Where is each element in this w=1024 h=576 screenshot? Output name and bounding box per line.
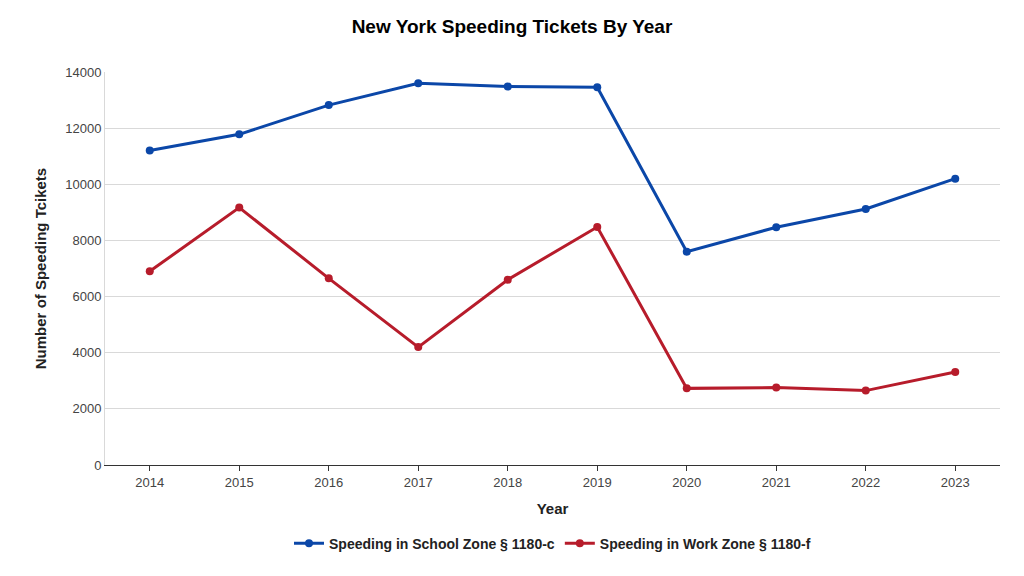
svg-text:2000: 2000 <box>72 401 101 416</box>
svg-text:6000: 6000 <box>72 289 101 304</box>
svg-text:2017: 2017 <box>404 475 433 490</box>
svg-text:2023: 2023 <box>941 475 970 490</box>
svg-text:New York Speeding Tickets By Y: New York Speeding Tickets By Year <box>352 16 673 37</box>
svg-text:8000: 8000 <box>72 233 101 248</box>
svg-text:4000: 4000 <box>72 345 101 360</box>
svg-text:14000: 14000 <box>65 65 101 80</box>
svg-text:2016: 2016 <box>314 475 343 490</box>
svg-text:2014: 2014 <box>135 475 164 490</box>
svg-text:10000: 10000 <box>65 177 101 192</box>
svg-text:12000: 12000 <box>65 121 101 136</box>
svg-text:Speeding in Work Zone § 1180-f: Speeding in Work Zone § 1180-f <box>600 536 811 552</box>
svg-text:2018: 2018 <box>493 475 522 490</box>
svg-text:Speeding in School Zone § 1180: Speeding in School Zone § 1180-c <box>329 536 555 552</box>
svg-text:2019: 2019 <box>583 475 612 490</box>
svg-text:2022: 2022 <box>851 475 880 490</box>
svg-text:2020: 2020 <box>672 475 701 490</box>
svg-text:Number of Speeding Tcikets: Number of Speeding Tcikets <box>32 168 49 369</box>
svg-text:2021: 2021 <box>762 475 791 490</box>
svg-text:2015: 2015 <box>225 475 254 490</box>
svg-text:0: 0 <box>94 458 101 473</box>
svg-text:Year: Year <box>537 500 569 517</box>
